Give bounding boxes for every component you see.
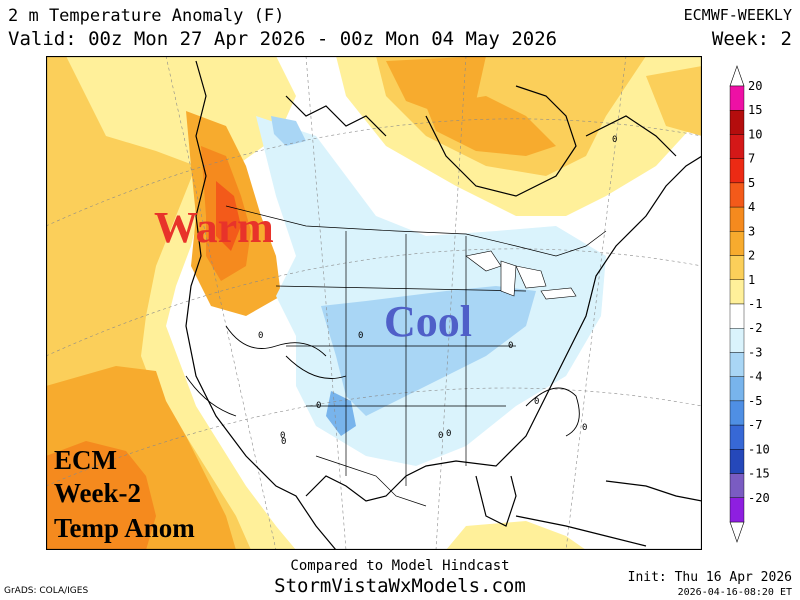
cool-annotation: Cool <box>384 297 472 346</box>
scale-color-box <box>729 85 745 111</box>
scale-color-box <box>729 231 745 256</box>
scale-color-box <box>729 110 745 135</box>
ecm-caption-line: Temp Anom <box>54 513 195 543</box>
zero-contours <box>185 325 580 437</box>
scale-color-box <box>729 328 745 353</box>
contour-labels: 0 0 0 0 0 0 0 0 0 0 0 <box>258 135 617 447</box>
scale-color-box <box>729 158 745 184</box>
anomaly-arctic-cool <box>271 116 306 146</box>
scale-label: -20 <box>748 491 770 505</box>
scale-label: -4 <box>748 370 762 384</box>
scale-label: 4 <box>748 200 755 214</box>
scale-label: 15 <box>748 103 762 117</box>
anomaly-pnw-warm-4to5 <box>216 181 241 251</box>
contour-label: 0 <box>612 135 617 145</box>
scale-color-box <box>729 303 745 329</box>
scale-label: 1 <box>748 273 755 287</box>
init-time: Init: Thu 16 Apr 2026 <box>627 570 792 585</box>
scale-label: 5 <box>748 176 755 190</box>
scale-label: -2 <box>748 321 762 335</box>
scale-label: 2 <box>748 249 755 263</box>
scale-label: -10 <box>748 442 770 456</box>
scale-color-box <box>729 206 745 232</box>
scale-color-box <box>729 352 745 377</box>
contour-label: 0 <box>358 331 363 341</box>
valid-period: Valid: 00z Mon 27 Apr 2026 - 00z Mon 04 … <box>8 28 558 50</box>
scale-label: -15 <box>748 467 770 481</box>
contour-label: 0 <box>316 401 321 411</box>
anomaly-map: 0 0 0 0 0 0 0 0 0 0 0 Warm Cool ECM Week… <box>46 56 702 550</box>
coastlines <box>185 60 702 550</box>
scale-label: 20 <box>748 79 762 93</box>
warm-annotation: Warm <box>154 203 274 252</box>
contour-label: 0 <box>534 397 539 407</box>
anomaly-hudson-warm-3to4 <box>386 56 556 156</box>
timestamp: 2026-04-16-08:20 ET <box>677 587 792 598</box>
ecm-caption-line: ECM <box>54 445 117 475</box>
scale-label: -3 <box>748 345 762 359</box>
borders <box>225 205 607 507</box>
contour-label: 0 <box>438 431 443 441</box>
hindcast-note: Compared to Model Hindcast <box>290 558 510 574</box>
anomaly-central-cool-3to4 <box>326 391 356 436</box>
scale-color-box <box>729 134 745 159</box>
scale-arrow <box>729 521 745 543</box>
scale-label: 10 <box>748 127 762 141</box>
anomaly-central-cool-2to3 <box>321 286 536 416</box>
scale-color-box <box>729 376 745 402</box>
anomaly-caribbean-warm <box>446 521 586 550</box>
contour-label: 0 <box>280 431 285 441</box>
map-title: 2 m Temperature Anomaly (F) <box>8 6 285 26</box>
contour-label: 0 <box>446 429 451 439</box>
map-frame <box>46 56 702 550</box>
scale-label: -5 <box>748 394 762 408</box>
contour-label: 0 <box>281 437 286 447</box>
scale-color-box <box>729 449 745 474</box>
scale-color-box <box>729 424 745 450</box>
scale-color-box <box>729 255 745 280</box>
scale-color-box <box>729 497 745 523</box>
scale-label: 3 <box>748 224 755 238</box>
scale-label: 7 <box>748 152 755 166</box>
scale-color-box <box>729 473 745 498</box>
anomaly-pacific-warm-4to5 <box>46 441 156 550</box>
color-scale: 20 15 10 7 5 4 3 2 1 -1 -2 -3 -4 -5 -7 -10 -15 -20 <box>729 65 770 543</box>
scale-color-box <box>729 279 745 305</box>
ecm-caption-line: Week-2 <box>54 478 141 508</box>
great-lakes <box>465 250 577 300</box>
contour-label: 0 <box>508 341 513 351</box>
contour-label: 0 <box>258 331 263 341</box>
anomaly-greenland-warm <box>646 66 702 136</box>
model-name: ECMWF-WEEKLY <box>683 6 792 24</box>
forecast-week: Week: 2 <box>711 28 792 50</box>
scale-arrow <box>729 65 745 87</box>
scale-color-box <box>729 400 745 426</box>
scale-label: -7 <box>748 418 762 432</box>
contour-label: 0 <box>582 423 587 433</box>
site-name: StormVistaWxModels.com <box>274 575 526 597</box>
scale-color-box <box>729 182 745 208</box>
grads-credit: GrADS: COLA/IGES <box>4 586 89 596</box>
scale-label: -1 <box>748 297 762 311</box>
ecm-caption: ECM Week-2 Temp Anom <box>54 445 195 543</box>
